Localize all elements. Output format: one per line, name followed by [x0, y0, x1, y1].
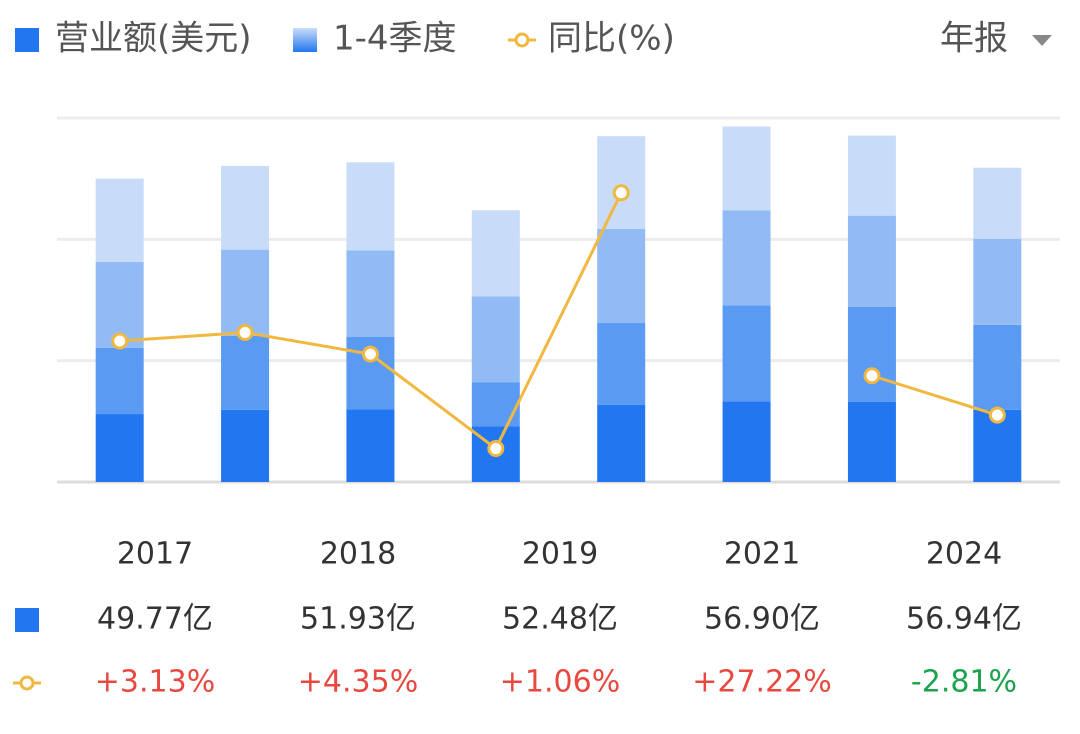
bar-segment [346, 409, 395, 482]
yoy-point [361, 345, 379, 363]
bar-segment [847, 135, 896, 216]
yoy-value: +1.06% [500, 665, 620, 700]
bar-segment [847, 401, 896, 482]
yoy-line [871, 374, 998, 417]
dropdown-arrow[interactable] [1032, 35, 1052, 46]
bar-segment [722, 401, 771, 482]
bar-segment [221, 409, 270, 482]
period-selector[interactable]: 年报 [940, 19, 1008, 59]
bar-segment [847, 215, 896, 307]
bar-segment [973, 324, 1022, 410]
revenue-row-icon [15, 608, 39, 632]
bar-segment [471, 296, 520, 383]
yoy-point [487, 440, 505, 458]
bar-segment [221, 165, 270, 250]
legend-icon [293, 28, 317, 52]
bar-segment [471, 210, 520, 297]
yoy-point [988, 406, 1006, 424]
bar-segment [221, 335, 270, 410]
bar-segment [597, 404, 646, 482]
bar-segment [95, 414, 144, 482]
yoy-point [612, 184, 630, 202]
bar-segment [95, 178, 144, 262]
yoy-point [236, 323, 254, 341]
revenue-value: 56.90亿 [704, 602, 820, 637]
year-label: 2018 [320, 537, 396, 572]
bar-segment [722, 210, 771, 306]
revenue-value: 52.48亿 [502, 602, 618, 637]
year-label: 2017 [117, 537, 193, 572]
year-label: 2021 [724, 537, 800, 572]
year-label: 2024 [926, 537, 1002, 572]
yoy-row-icon-dot [19, 675, 35, 691]
revenue-value: 51.93亿 [300, 602, 416, 637]
bar-segment [973, 167, 1022, 239]
yoy-point [111, 332, 129, 350]
bar-segment [471, 382, 520, 427]
yoy-value: -2.81% [911, 665, 1017, 700]
legend-label: 1-4季度 [333, 19, 457, 59]
revenue-value: 49.77亿 [97, 602, 213, 637]
revenue-value: 56.94亿 [906, 602, 1022, 637]
bar-segment [722, 126, 771, 211]
yoy-value: +27.22% [692, 665, 832, 700]
legend-icon [15, 28, 39, 52]
bar-segment [346, 250, 395, 338]
legend-icon [514, 32, 530, 48]
year-label: 2019 [522, 537, 598, 572]
bar-segment [847, 306, 896, 402]
legend-label: 营业额(美元) [55, 19, 252, 59]
yoy-value: +3.13% [95, 665, 215, 700]
yoy-point [863, 367, 881, 385]
bar-segment [597, 136, 646, 230]
bar-segment [346, 162, 395, 251]
bar-segment [722, 305, 771, 402]
bar-segment [973, 238, 1022, 325]
yoy-value: +4.35% [298, 665, 418, 700]
bar-segment [597, 229, 646, 324]
legend-label: 同比(%) [548, 19, 675, 59]
bar-segment [95, 347, 144, 415]
bar-segment [597, 323, 646, 405]
bar-segment [221, 249, 270, 336]
